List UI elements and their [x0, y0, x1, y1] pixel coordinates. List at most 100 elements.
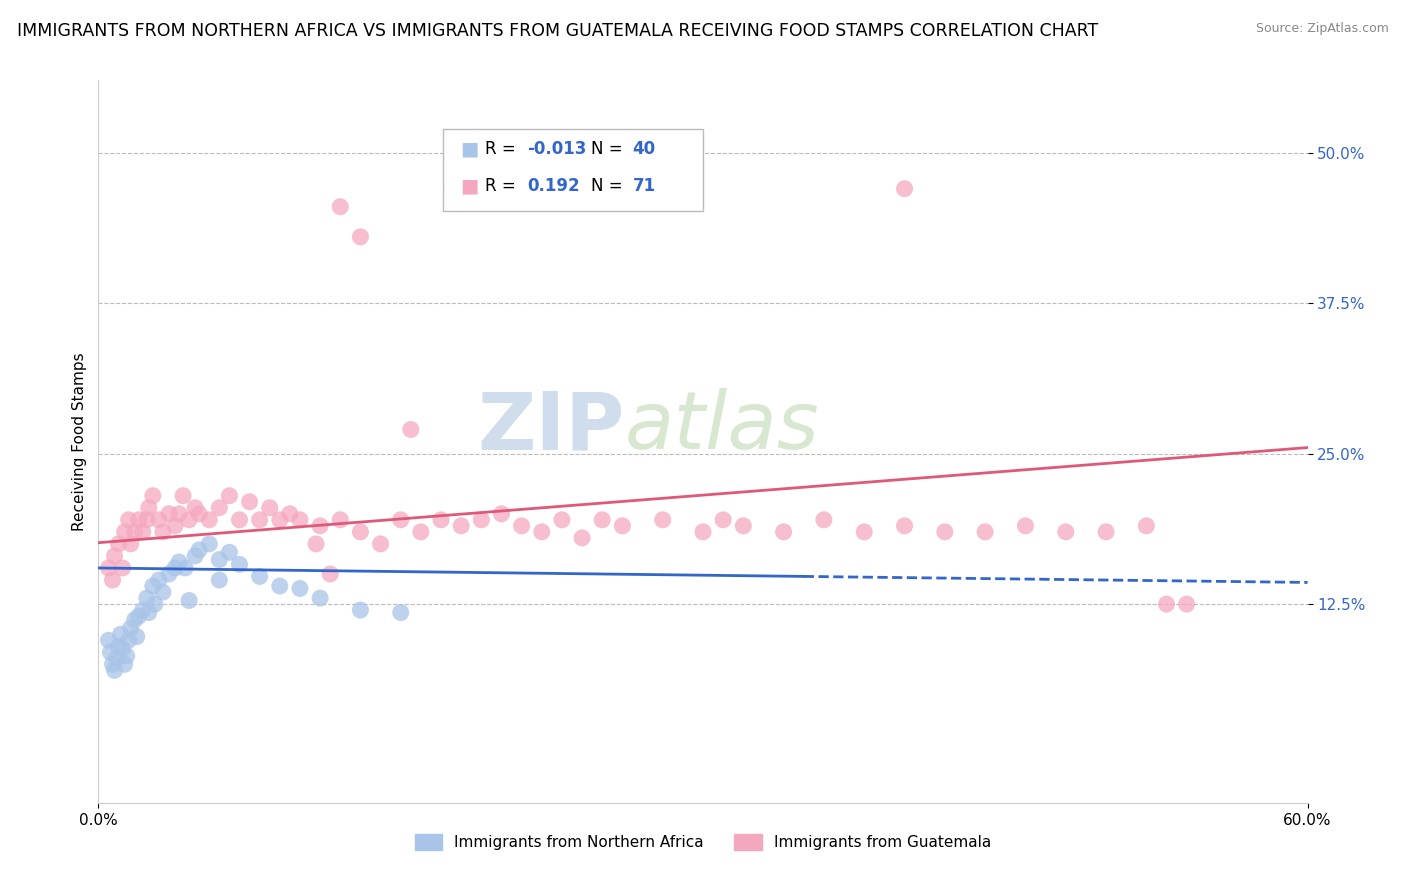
Point	[157, 567, 180, 582]
Point	[551, 513, 574, 527]
Point	[143, 597, 166, 611]
Point	[329, 513, 352, 527]
Text: 71: 71	[633, 178, 655, 195]
Point	[114, 524, 136, 539]
Point	[349, 524, 371, 539]
Point	[470, 513, 492, 527]
Point	[389, 513, 412, 527]
Point	[692, 524, 714, 539]
Point	[249, 569, 271, 583]
Point	[510, 519, 533, 533]
Text: IMMIGRANTS FROM NORTHERN AFRICA VS IMMIGRANTS FROM GUATEMALA RECEIVING FOOD STAM: IMMIGRANTS FROM NORTHERN AFRICA VS IMMIG…	[17, 22, 1098, 40]
Point	[530, 524, 553, 539]
Point	[934, 524, 956, 539]
Point	[329, 200, 352, 214]
Point	[105, 651, 128, 665]
Point	[118, 513, 141, 527]
Point	[132, 524, 155, 539]
Point	[120, 621, 142, 635]
Point	[128, 513, 150, 527]
Point	[1175, 597, 1198, 611]
Point	[269, 579, 291, 593]
Point	[309, 591, 332, 606]
Point	[163, 519, 186, 533]
Point	[135, 513, 157, 527]
Point	[319, 567, 342, 582]
Point	[128, 609, 150, 624]
Point	[591, 513, 613, 527]
Legend: Immigrants from Northern Africa, Immigrants from Guatemala: Immigrants from Northern Africa, Immigra…	[409, 829, 997, 856]
Point	[571, 531, 593, 545]
Point	[138, 500, 160, 515]
Point	[218, 545, 240, 559]
Point	[174, 561, 197, 575]
Point	[152, 524, 174, 539]
Point	[853, 524, 876, 539]
Point	[651, 513, 673, 527]
Point	[172, 489, 194, 503]
Point	[184, 500, 207, 515]
Point	[125, 630, 148, 644]
Point	[309, 519, 332, 533]
Point	[399, 423, 422, 437]
Y-axis label: Receiving Food Stamps: Receiving Food Stamps	[72, 352, 87, 531]
Point	[305, 537, 328, 551]
Point	[114, 657, 136, 672]
Point	[430, 513, 453, 527]
Point	[288, 582, 311, 596]
Point	[370, 537, 392, 551]
Text: ■: ■	[460, 177, 478, 196]
Point	[491, 507, 513, 521]
Text: ZIP: ZIP	[477, 388, 624, 467]
Point	[97, 561, 120, 575]
Point	[208, 500, 231, 515]
Point	[711, 513, 734, 527]
Text: Source: ZipAtlas.com: Source: ZipAtlas.com	[1256, 22, 1389, 36]
Text: R =: R =	[485, 178, 522, 195]
Point	[278, 507, 301, 521]
Point	[349, 603, 371, 617]
Point	[389, 606, 412, 620]
Point	[163, 561, 186, 575]
Text: ■: ■	[460, 139, 478, 159]
Point	[103, 664, 125, 678]
Point	[111, 641, 134, 656]
Text: N =: N =	[591, 178, 627, 195]
Point	[1135, 519, 1157, 533]
Point	[228, 513, 250, 527]
Point	[103, 549, 125, 563]
Point	[179, 593, 201, 607]
Point	[101, 573, 124, 587]
Point	[612, 519, 634, 533]
Point	[107, 537, 129, 551]
Point	[107, 639, 129, 653]
Point	[142, 579, 165, 593]
Point	[111, 561, 134, 575]
Point	[124, 613, 146, 627]
Point	[1156, 597, 1178, 611]
Point	[118, 633, 141, 648]
Point	[409, 524, 432, 539]
Point	[269, 513, 291, 527]
Point	[349, 230, 371, 244]
Point	[132, 603, 155, 617]
Point	[115, 648, 138, 663]
Point	[110, 627, 132, 641]
Point	[101, 657, 124, 672]
Point	[772, 524, 794, 539]
Text: -0.013: -0.013	[527, 140, 586, 158]
Point	[167, 507, 190, 521]
Point	[893, 182, 915, 196]
Point	[142, 489, 165, 503]
Point	[733, 519, 755, 533]
Point	[124, 524, 146, 539]
Point	[239, 494, 262, 508]
Point	[120, 537, 142, 551]
Point	[97, 633, 120, 648]
Point	[198, 537, 221, 551]
Point	[1095, 524, 1118, 539]
Text: 0.192: 0.192	[527, 178, 579, 195]
Point	[188, 507, 211, 521]
Point	[179, 513, 201, 527]
Point	[218, 489, 240, 503]
